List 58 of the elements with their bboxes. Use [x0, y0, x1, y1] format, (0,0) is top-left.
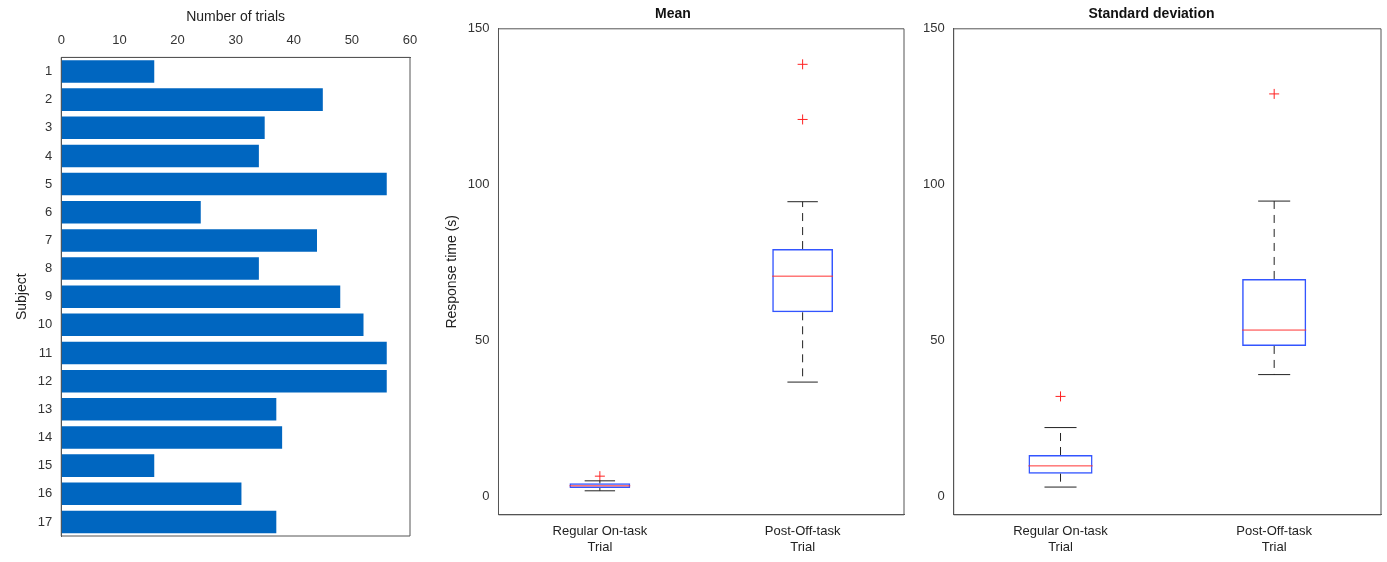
y-tick-label: 6 [45, 203, 53, 219]
y-tick-label: 7 [45, 231, 53, 247]
y-tick-label: 10 [37, 316, 53, 332]
x-axis-title: Number of trials [186, 8, 286, 25]
y-tick-label: 15 [37, 457, 53, 473]
y-tick-label: 50 [475, 331, 490, 347]
bar [61, 144, 259, 168]
x-tick-label: 40 [286, 32, 301, 48]
bar [61, 257, 259, 280]
y-tick-label: 2 [45, 91, 53, 107]
y-tick-label: 50 [930, 331, 945, 347]
x-tick-label: 10 [112, 32, 127, 48]
y-tick-label: 8 [45, 260, 53, 276]
y-tick-label: 12 [37, 372, 53, 388]
bar [61, 369, 387, 393]
bar [61, 229, 317, 252]
bar [61, 398, 277, 421]
x-tick-label: Post-Off-task Trial [1236, 523, 1313, 554]
bar [61, 172, 387, 196]
bar [61, 482, 242, 506]
bar [61, 60, 155, 83]
bar [61, 285, 341, 308]
bar [61, 426, 283, 449]
bar [61, 341, 387, 365]
y-tick-label: 1 [45, 63, 53, 79]
y-tick-label: 150 [922, 20, 945, 36]
bar [61, 88, 323, 111]
y-tick-label: 0 [937, 487, 945, 503]
x-tick-label: Post-Off-task Trial [764, 523, 841, 554]
y-tick-label: 11 [38, 344, 53, 360]
y-tick-label: 100 [922, 176, 945, 192]
y-tick-label: 13 [37, 400, 53, 416]
x-tick-label: 20 [170, 32, 185, 48]
y-tick-label: 14 [37, 429, 53, 445]
y-tick-label: 17 [37, 513, 53, 529]
x-tick-label: 50 [344, 32, 360, 48]
y-tick-label: 5 [45, 175, 53, 191]
bar [61, 454, 155, 477]
x-tick-label: 60 [402, 32, 418, 48]
y-tick-label: 9 [45, 288, 53, 304]
x-tick-label: Regular On-task Trial [552, 523, 648, 554]
chart-title: Mean [655, 5, 691, 22]
chart-title: Standard deviation [1088, 5, 1215, 22]
y-axis-title: Subject [13, 273, 30, 321]
x-tick-label: 0 [57, 32, 65, 48]
y-tick-label: 3 [45, 119, 53, 135]
y-tick-label: 16 [37, 485, 53, 501]
bar [61, 510, 277, 534]
x-tick-label: Regular On-task Trial [1013, 523, 1109, 554]
bar [61, 313, 364, 337]
y-axis-title: Response time (s) [443, 215, 460, 329]
y-tick-label: 150 [467, 20, 490, 36]
bar [61, 200, 201, 224]
y-tick-label: 100 [467, 176, 490, 192]
y-tick-label: 4 [45, 147, 53, 163]
x-tick-label: 30 [228, 32, 243, 48]
bar [61, 116, 265, 140]
y-tick-label: 0 [482, 487, 490, 503]
